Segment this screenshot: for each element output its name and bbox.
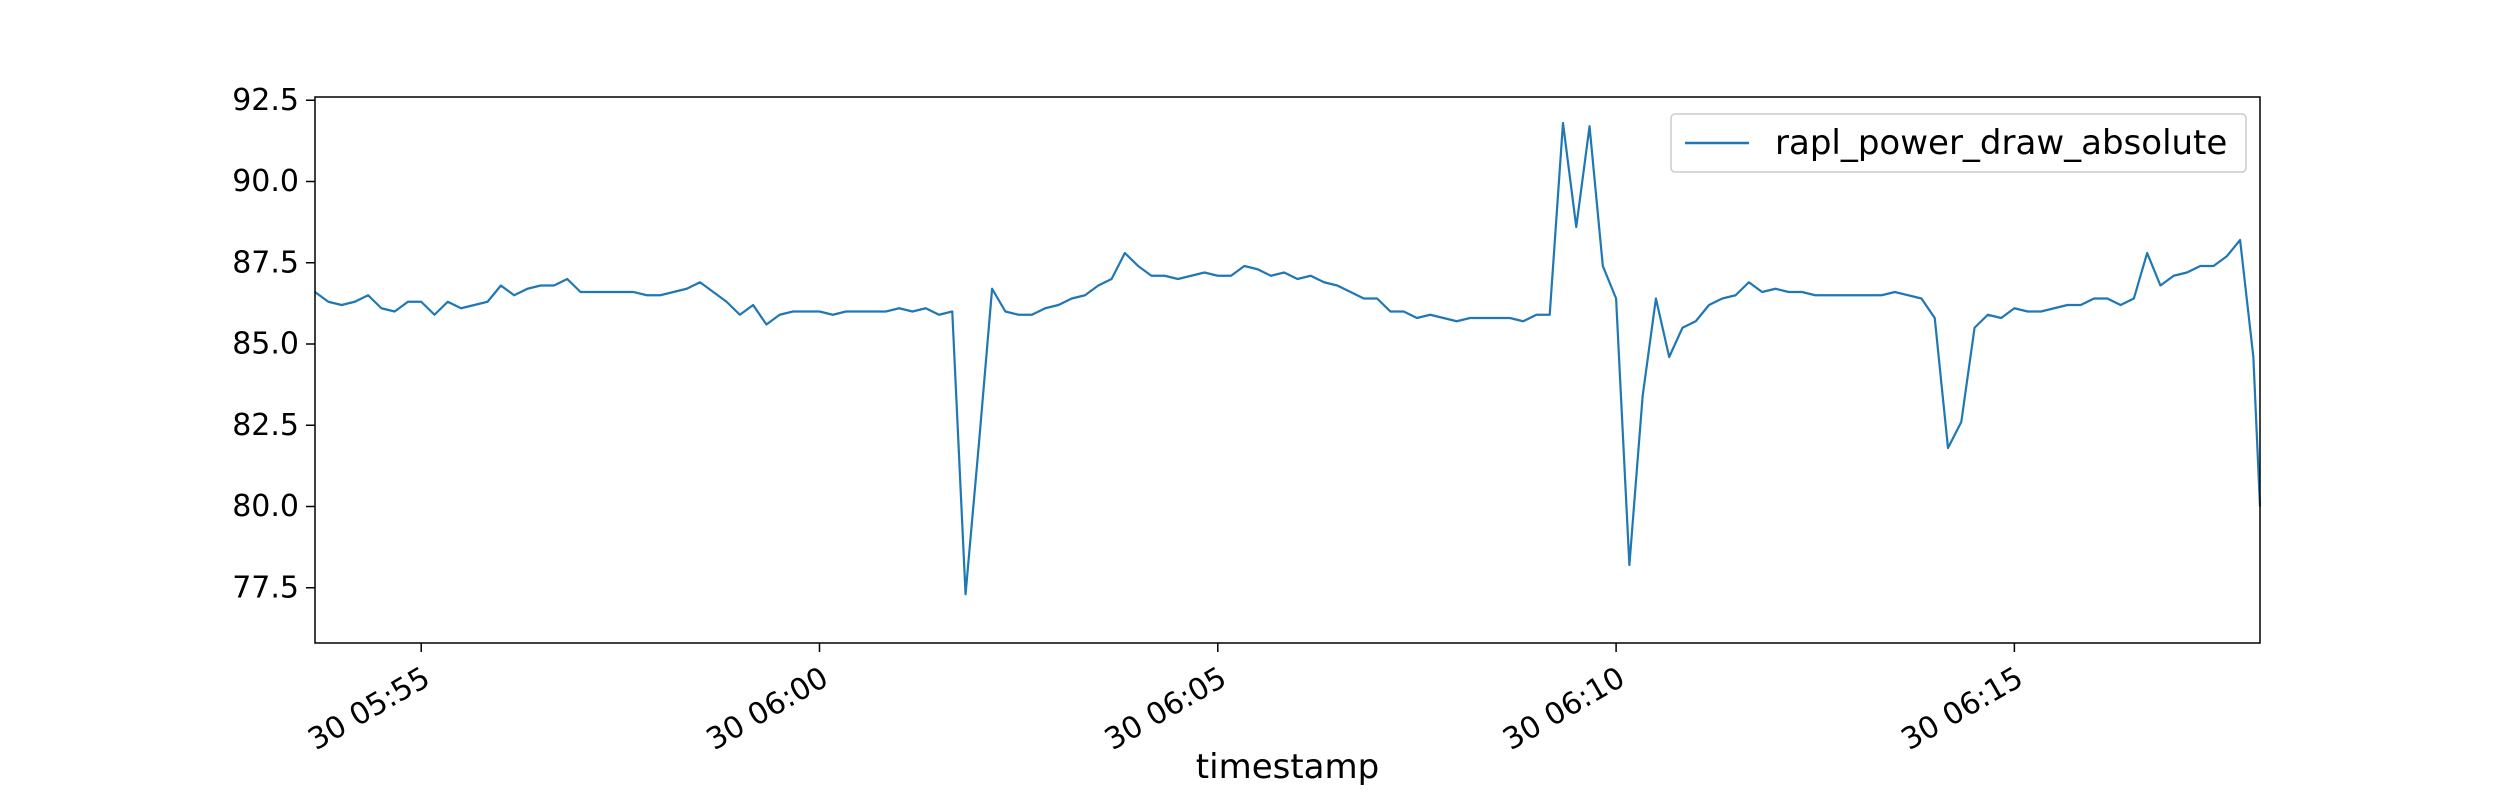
y-tick-label: 82.5 bbox=[232, 408, 299, 443]
y-tick-label: 92.5 bbox=[232, 83, 299, 118]
axes-frame bbox=[314, 96, 2261, 644]
y-tick-label: 90.0 bbox=[232, 164, 299, 199]
legend-box bbox=[1670, 113, 2247, 173]
y-tick-label: 87.5 bbox=[232, 245, 299, 280]
legend: rapl_power_draw_absolute bbox=[1670, 113, 2247, 173]
y-tick-label: 80.0 bbox=[232, 489, 299, 524]
series-line bbox=[314, 121, 2262, 596]
legend-label: rapl_power_draw_absolute bbox=[1775, 123, 2227, 163]
x-axis-title: timestamp bbox=[1196, 747, 1379, 787]
y-axis: 77.5 80.0 82.5 85.0 87.5 90.0 92.5 bbox=[232, 83, 315, 605]
y-tick-label: 85.0 bbox=[232, 327, 299, 362]
y-tick-label: 77.5 bbox=[232, 570, 299, 605]
plot-area bbox=[314, 121, 2262, 596]
